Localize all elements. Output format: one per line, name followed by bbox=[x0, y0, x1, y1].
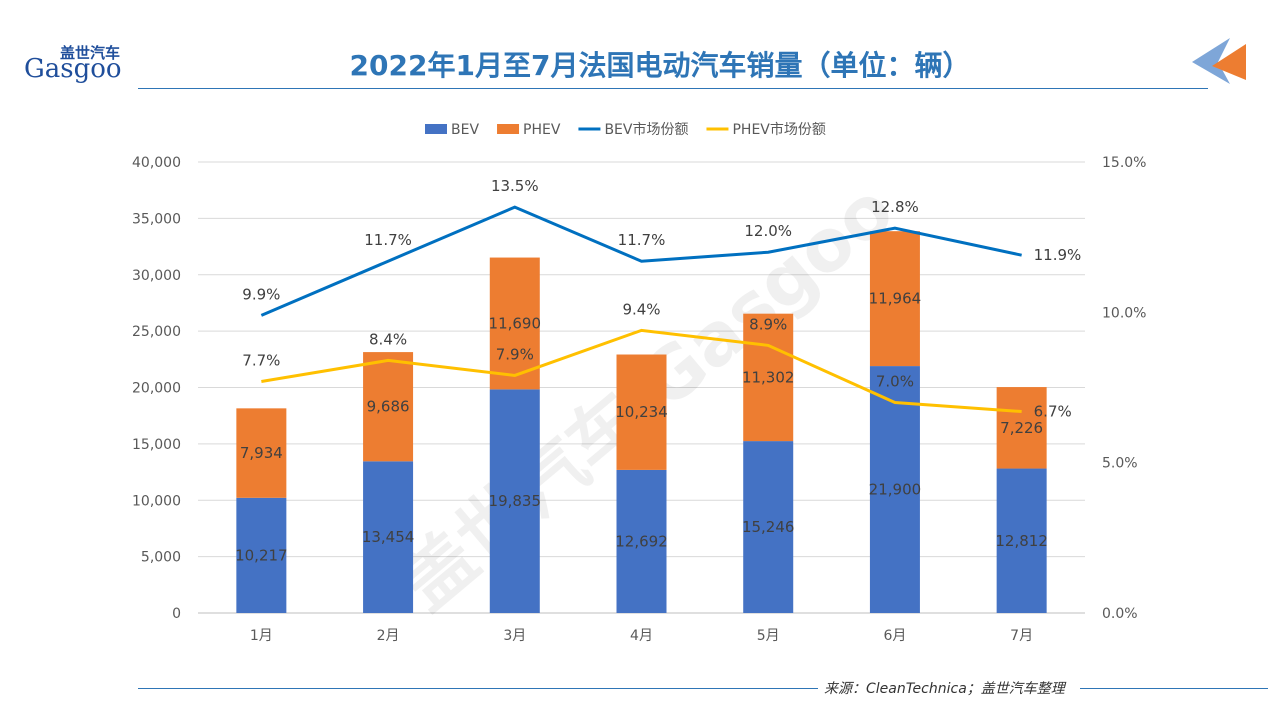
bev-share-label: 12.0% bbox=[744, 222, 792, 240]
phev-share-label: 7.7% bbox=[242, 351, 280, 369]
right-tick-label: 0.0% bbox=[1102, 606, 1138, 622]
category-label: 1月 bbox=[250, 628, 273, 644]
phev-bar bbox=[869, 231, 920, 367]
left-tick-label: 25,000 bbox=[132, 324, 181, 340]
bev-share-label: 9.9% bbox=[242, 285, 280, 303]
bev-data-label: 15,246 bbox=[742, 518, 795, 536]
phev-data-label: 11,302 bbox=[742, 368, 795, 386]
bev-bar bbox=[363, 461, 414, 613]
logo-en: Gasgoo bbox=[24, 54, 122, 84]
legend-swatch bbox=[425, 124, 447, 134]
phev-data-label: 7,934 bbox=[240, 444, 283, 462]
left-tick-label: 30,000 bbox=[132, 268, 181, 284]
right-tick-label: 10.0% bbox=[1102, 305, 1146, 321]
title-divider bbox=[138, 88, 1208, 89]
phev-share-label: 7.9% bbox=[496, 345, 534, 363]
bev-bar bbox=[616, 469, 667, 613]
bev-data-label: 13,454 bbox=[362, 528, 415, 546]
right-tick-label: 15.0% bbox=[1102, 155, 1146, 171]
bev-data-label: 12,692 bbox=[615, 532, 668, 550]
bev-data-label: 19,835 bbox=[489, 492, 542, 510]
bev-bar bbox=[489, 389, 540, 613]
left-tick-label: 15,000 bbox=[132, 437, 181, 453]
bev-bar bbox=[996, 468, 1047, 613]
bev-data-label: 10,217 bbox=[235, 546, 288, 564]
bev-bar bbox=[743, 441, 794, 613]
bev-share-label: 11.7% bbox=[618, 231, 666, 249]
footer-divider-left bbox=[138, 688, 818, 689]
phev-bar bbox=[236, 408, 287, 498]
legend-swatch bbox=[497, 124, 520, 134]
bev-share-label: 11.9% bbox=[1034, 246, 1082, 264]
bev-bar bbox=[236, 497, 287, 613]
phev-share-label: 8.4% bbox=[369, 330, 407, 348]
phev-bar bbox=[996, 387, 1047, 469]
bev-data-label: 21,900 bbox=[869, 481, 922, 499]
page-title: 2022年1月至7月法国电动汽车销量（单位：辆） bbox=[349, 49, 971, 82]
phev-data-label: 11,964 bbox=[869, 290, 922, 308]
bev-share-label: 12.8% bbox=[871, 198, 919, 216]
phev-data-label: 7,226 bbox=[1000, 419, 1043, 437]
logo-cn: 盖世汽车 bbox=[60, 44, 121, 62]
left-tick-label: 0 bbox=[172, 606, 181, 622]
bev-share-line bbox=[260, 205, 1022, 317]
phev-bar bbox=[363, 352, 414, 462]
corner-arrow-icon bbox=[1192, 38, 1246, 84]
phev-share-line bbox=[261, 328, 1022, 414]
left-tick-label: 40,000 bbox=[132, 155, 181, 171]
phev-bar bbox=[743, 313, 794, 442]
legend-label: PHEV市场份额 bbox=[732, 121, 825, 138]
legend-label: BEV市场份额 bbox=[604, 121, 688, 138]
phev-data-label: 10,234 bbox=[615, 403, 668, 421]
gasgoo-logo: 盖世汽车 Gasgoo bbox=[20, 40, 140, 90]
category-label: 7月 bbox=[1010, 628, 1033, 644]
left-tick-label: 35,000 bbox=[132, 211, 181, 227]
phev-share-label: 9.4% bbox=[622, 300, 660, 318]
bev-data-label: 12,812 bbox=[995, 532, 1048, 550]
category-label: 5月 bbox=[757, 628, 780, 644]
phev-bar bbox=[616, 354, 667, 470]
phev-data-label: 11,690 bbox=[489, 314, 542, 332]
legend-label: BEV bbox=[451, 122, 479, 138]
phev-share-label: 7.0% bbox=[876, 373, 914, 391]
category-label: 4月 bbox=[630, 628, 653, 644]
left-tick-label: 20,000 bbox=[132, 381, 181, 397]
source-note: 来源：CleanTechnica；盖世汽车整理 bbox=[824, 681, 1065, 697]
left-tick-label: 5,000 bbox=[141, 550, 181, 566]
footer-divider-right bbox=[1080, 688, 1268, 689]
bev-share-label: 11.7% bbox=[364, 231, 412, 249]
bev-share-label: 13.5% bbox=[491, 177, 539, 195]
phev-bar bbox=[489, 257, 540, 390]
phev-share-label: 8.9% bbox=[749, 315, 787, 333]
phev-data-label: 9,686 bbox=[367, 398, 410, 416]
left-tick-label: 10,000 bbox=[132, 493, 181, 509]
legend-label: PHEV bbox=[523, 122, 561, 138]
category-label: 6月 bbox=[883, 628, 906, 644]
category-label: 3月 bbox=[503, 628, 526, 644]
right-tick-label: 5.0% bbox=[1102, 456, 1138, 472]
category-label: 2月 bbox=[377, 628, 400, 644]
phev-share-label: 6.7% bbox=[1034, 403, 1072, 421]
bev-bar bbox=[869, 366, 920, 613]
